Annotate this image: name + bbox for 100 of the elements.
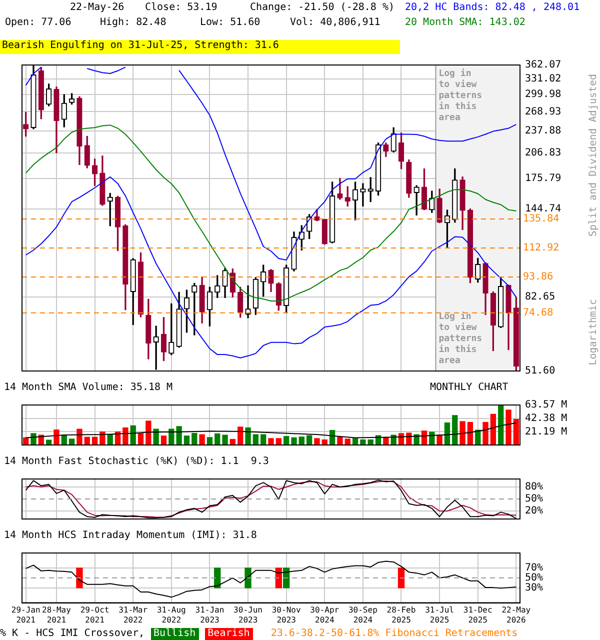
bar	[146, 420, 152, 445]
band-label: Log in to view patterns in this area	[438, 68, 482, 123]
y-tick-label: 50%	[525, 572, 544, 584]
text: 14 Month SMA Volume: 35.18 M	[4, 382, 173, 394]
bar	[460, 421, 466, 445]
x-tick-label: 30-Jun 2023	[234, 606, 263, 624]
candlestick	[360, 183, 366, 206]
y-tick-label: 70%	[525, 562, 544, 574]
x-tick-label: 22-May 2026	[502, 606, 531, 624]
x-tick-label: 28-May 2021	[42, 606, 72, 624]
bar	[30, 433, 36, 445]
chart-title: 14 Month HCS Intraday Momentum (IMI): 31.8	[4, 530, 257, 542]
text: % K - HCS IMI Crossover,	[0, 628, 144, 640]
y-tick-label: 299.98	[525, 89, 562, 100]
bar	[184, 436, 190, 445]
y-tick-label: 175.79	[525, 173, 562, 184]
bar	[160, 436, 167, 445]
ref-line-label: 112.92	[523, 242, 560, 254]
bar	[268, 438, 274, 445]
y-tick-label: 362.07	[525, 60, 562, 71]
bar	[444, 422, 450, 445]
ref-line-label: 74.68	[523, 308, 554, 319]
y-tick-label: 20%	[525, 506, 544, 517]
text: 20 Month SMA: 143.02	[405, 17, 526, 29]
bar	[68, 438, 75, 445]
chart-title: 14 Month Fast Stochastic (%K) (%D): 1.1 9.3	[4, 456, 269, 468]
text: Vol: 40,806,911	[290, 17, 380, 29]
bar	[436, 434, 442, 445]
bar	[176, 426, 182, 445]
x-tick-label: 28-Feb 2025	[386, 606, 416, 624]
x-tick-label: 29-Oct 2021	[80, 606, 110, 624]
y-tick-label: 21.19 M	[525, 426, 568, 438]
candlestick	[245, 285, 251, 318]
text: 20,2 HC Bands: 82.48 , 248.01	[405, 2, 580, 14]
text: Logarithmic	[588, 299, 600, 366]
bar	[482, 422, 488, 445]
ref-line-label: 135.84	[523, 214, 560, 225]
text: MONTHLY CHART	[430, 382, 508, 394]
bar	[122, 427, 128, 445]
text: Bearish	[204, 628, 253, 640]
bar	[352, 438, 358, 445]
y-tick-label: 206.83	[525, 148, 562, 159]
x-tick-label: 31-Jan 2023	[195, 606, 224, 624]
y-tick-label: 50%	[525, 494, 544, 505]
bar	[337, 436, 343, 445]
bar	[506, 410, 512, 445]
x-tick-label: 31-Dec 2025	[463, 606, 492, 624]
text: 23.6-38.2-50-61.8% Fibonacci Retracements	[270, 628, 518, 640]
bar	[260, 434, 266, 445]
bar	[238, 426, 244, 445]
ref-line-label: 93.86	[523, 272, 554, 283]
bar	[360, 439, 366, 445]
bar	[214, 433, 220, 445]
x-tick-label: 31-Jul 2025	[425, 606, 454, 624]
x-tick-label: 29-Jan 2021	[11, 606, 40, 624]
bar	[46, 440, 52, 445]
bar	[276, 438, 282, 445]
y-tick-label: 42.38 M	[525, 412, 568, 424]
text: Change: -21.50 (-28.8 %)	[250, 2, 394, 14]
bar	[199, 434, 205, 445]
y-tick-label: 331.02	[525, 74, 562, 85]
bar	[245, 427, 251, 445]
text: 22-May-26	[70, 2, 124, 14]
text: Low: 51.60	[200, 17, 260, 29]
bar	[138, 433, 144, 445]
text: Close: 53.19	[145, 2, 218, 14]
bar	[252, 434, 259, 445]
y-tick-label: 82.65	[525, 292, 556, 303]
bar	[283, 436, 290, 445]
y-tick-label: 144.74	[525, 204, 562, 215]
x-tick-label: 30-Apr 2024	[310, 606, 340, 624]
y-tick-label: 30%	[525, 582, 544, 594]
y-tick-label: 51.60	[525, 366, 556, 377]
candlestick	[414, 185, 420, 216]
bar	[100, 432, 106, 445]
bar	[314, 438, 320, 445]
y-tick-label: 80%	[525, 482, 544, 493]
bar	[383, 437, 389, 445]
text: Open: 77.06	[5, 17, 72, 29]
x-tick-label: 30-Sep 2024	[348, 606, 378, 624]
bar	[298, 436, 304, 445]
bar	[498, 405, 504, 445]
text: Split and Dividend Adjusted	[588, 74, 600, 237]
bar	[344, 438, 350, 445]
annotation: Log in to view patterns in this area	[438, 310, 482, 366]
bar	[452, 415, 458, 445]
x-tick-label: 31-Aug 2022	[156, 606, 186, 624]
x-tick-label: 30-Nov 2023	[272, 606, 301, 624]
x-tick-label: 31-Mar 2022	[118, 606, 148, 624]
bar	[222, 434, 228, 445]
bar	[306, 435, 312, 445]
text: High: 82.48	[100, 17, 166, 29]
bar	[467, 422, 474, 445]
bar	[76, 428, 82, 445]
y-tick-label: 268.93	[525, 106, 562, 118]
y-tick-label: 237.88	[525, 126, 562, 137]
bar	[206, 437, 213, 445]
bar	[192, 432, 198, 445]
bar	[291, 437, 297, 445]
bar	[490, 414, 496, 445]
